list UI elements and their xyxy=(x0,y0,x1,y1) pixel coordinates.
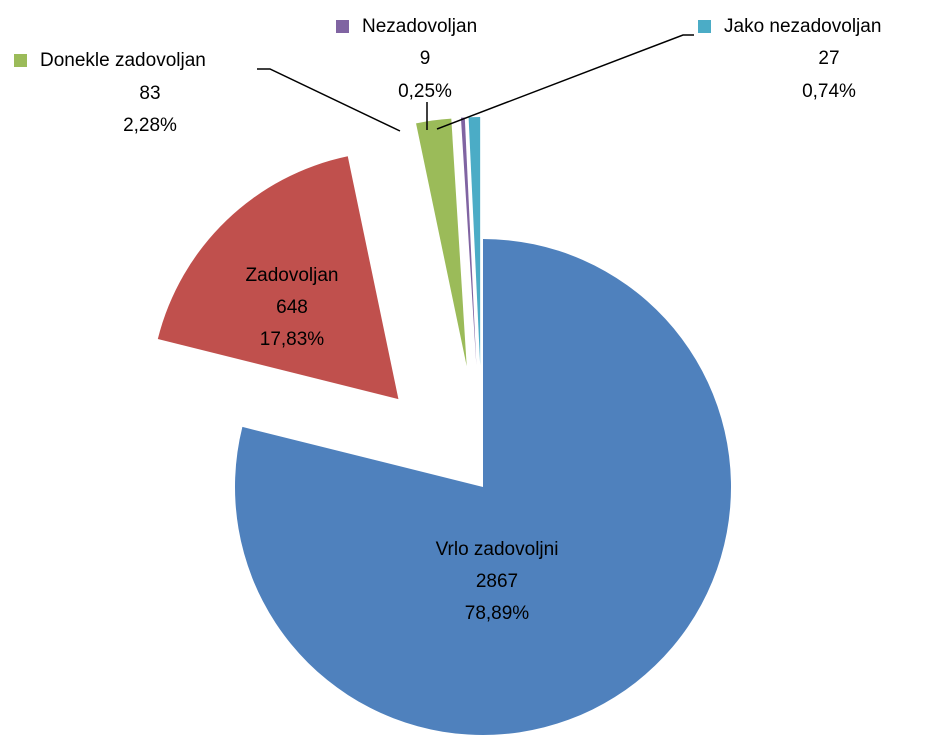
value-label: 27 xyxy=(818,48,839,69)
pie-slice xyxy=(416,118,467,367)
leader-line xyxy=(436,34,694,130)
pie-slice xyxy=(234,239,731,735)
leader-line xyxy=(257,68,401,132)
pie-slice xyxy=(468,117,481,366)
legend-marker xyxy=(14,54,27,67)
percent-label: 2,28% xyxy=(123,115,177,136)
pie-slice xyxy=(157,156,399,400)
legend-marker xyxy=(336,20,349,33)
value-label: 2867 xyxy=(476,571,518,592)
slice-label: Donekle zadovoljan xyxy=(40,50,206,71)
pie-slice xyxy=(460,117,477,366)
value-label: 83 xyxy=(139,83,160,104)
percent-label: 78,89% xyxy=(465,603,530,624)
value-label: 648 xyxy=(276,297,308,318)
percent-label: 17,83% xyxy=(260,329,325,350)
percent-label: 0,74% xyxy=(802,81,856,102)
slice-label: Nezadovoljan xyxy=(362,16,477,37)
percent-label: 0,25% xyxy=(398,81,452,102)
value-label: 9 xyxy=(420,48,431,69)
slice-label: Zadovoljan xyxy=(246,265,339,286)
slice-label: Vrlo zadovoljni xyxy=(436,539,559,560)
slice-label: Jako nezadovoljan xyxy=(724,16,881,37)
legend-marker xyxy=(698,20,711,33)
